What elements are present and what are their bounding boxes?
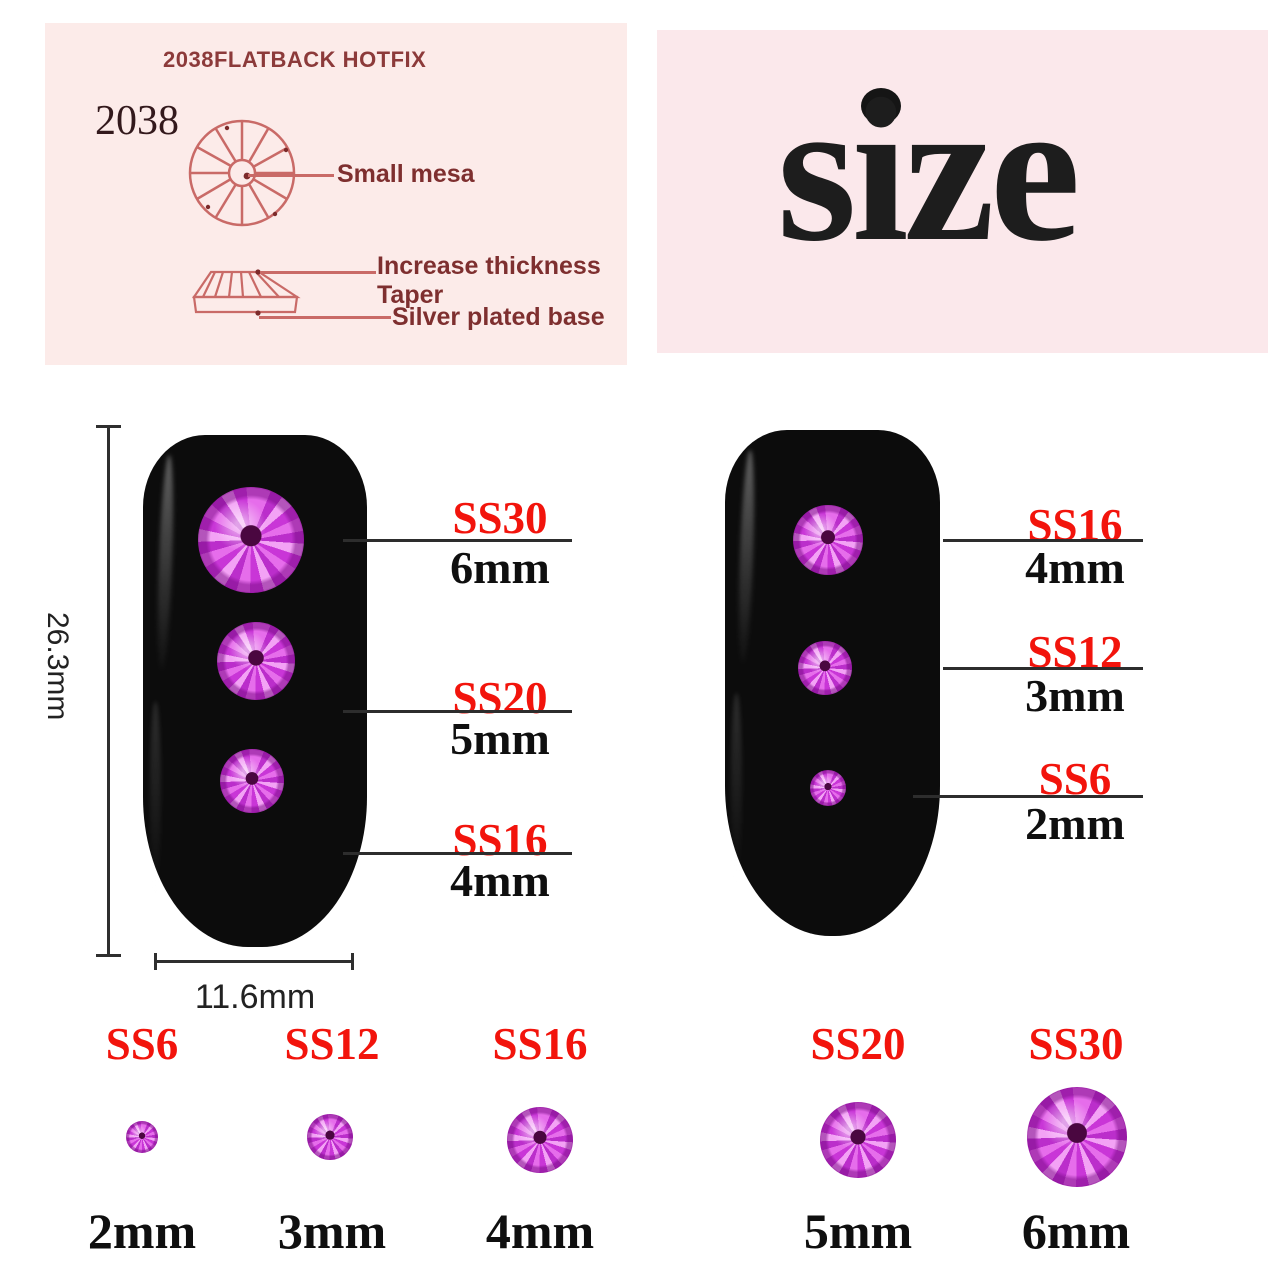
rhinestone-ss30	[198, 487, 304, 593]
height-measure-cap-top	[96, 425, 121, 428]
leader-line	[943, 539, 1143, 542]
mm-label: 6mm	[1021, 1203, 1131, 1259]
mm-label: 4mm	[1025, 542, 1125, 593]
width-measure-line	[155, 960, 353, 963]
rhinestone-ss20	[217, 622, 295, 700]
rhinestone-ss6	[810, 770, 846, 806]
i-dot	[861, 88, 901, 124]
spec-panel: 2038FLATBACK HOTFIX 2038	[45, 23, 627, 365]
mm-label: 4mm	[450, 855, 550, 906]
size-title: size	[777, 57, 1081, 284]
ss-label: SS16	[452, 815, 548, 865]
rhinestone-ss16	[220, 749, 284, 813]
ss-label: SS6	[1038, 754, 1112, 804]
ss-label: SS20	[452, 673, 548, 723]
leader-line	[343, 710, 572, 713]
rhinestone-chart-ss12	[307, 1114, 353, 1160]
nail-width-label: 11.6mm	[194, 978, 316, 1016]
leader-silver-base	[259, 316, 391, 319]
leader-line	[343, 539, 572, 542]
ss-label: SS20	[810, 1019, 906, 1069]
size-panel: size	[657, 30, 1268, 353]
rhinestone-ss12	[798, 641, 852, 695]
width-measure-cap-left	[154, 953, 157, 970]
leader-line	[943, 667, 1143, 670]
leader-line	[913, 795, 1143, 798]
side-view-diagram	[191, 269, 301, 316]
model-number: 2038	[95, 98, 179, 144]
height-measure-cap-bottom	[96, 954, 121, 957]
rhinestone-chart-ss6	[126, 1121, 158, 1153]
rhinestone-chart-ss20	[820, 1102, 896, 1178]
height-measure-line	[107, 426, 110, 956]
rhinestone-chart-ss30	[1027, 1087, 1127, 1187]
mm-label: 4mm	[485, 1203, 595, 1259]
callout-taper: Taper	[377, 281, 444, 309]
mm-label: 2mm	[1025, 798, 1125, 849]
width-measure-cap-right	[351, 953, 354, 970]
callout-small-mesa: Small mesa	[337, 160, 475, 188]
ss-label: SS30	[1028, 1019, 1124, 1069]
rhinestone-ss16-right	[793, 505, 863, 575]
ss-label: SS16	[492, 1019, 588, 1069]
leader-increase-thickness	[260, 271, 376, 274]
mm-label: 6mm	[450, 542, 550, 593]
leader-small-mesa	[248, 174, 334, 177]
spec-header: 2038FLATBACK HOTFIX	[163, 47, 427, 72]
nail-height-label: 26.3mm	[41, 612, 74, 721]
mm-label: 5mm	[803, 1203, 913, 1259]
ss-label: SS12	[284, 1019, 380, 1069]
callout-silver-plated-base: Silver plated base	[392, 303, 605, 331]
mm-label: 3mm	[1025, 670, 1125, 721]
mm-label: 2mm	[87, 1203, 197, 1259]
ss-label: SS30	[452, 493, 548, 543]
mm-label: 5mm	[450, 713, 550, 764]
leader-line	[343, 852, 572, 855]
rhinestone-chart-ss16	[507, 1107, 573, 1173]
callout-increase-thickness: Increase thickness	[377, 252, 601, 280]
ss-label: SS6	[105, 1019, 179, 1069]
mm-label: 3mm	[277, 1203, 387, 1259]
top-view-diagram	[188, 119, 296, 227]
